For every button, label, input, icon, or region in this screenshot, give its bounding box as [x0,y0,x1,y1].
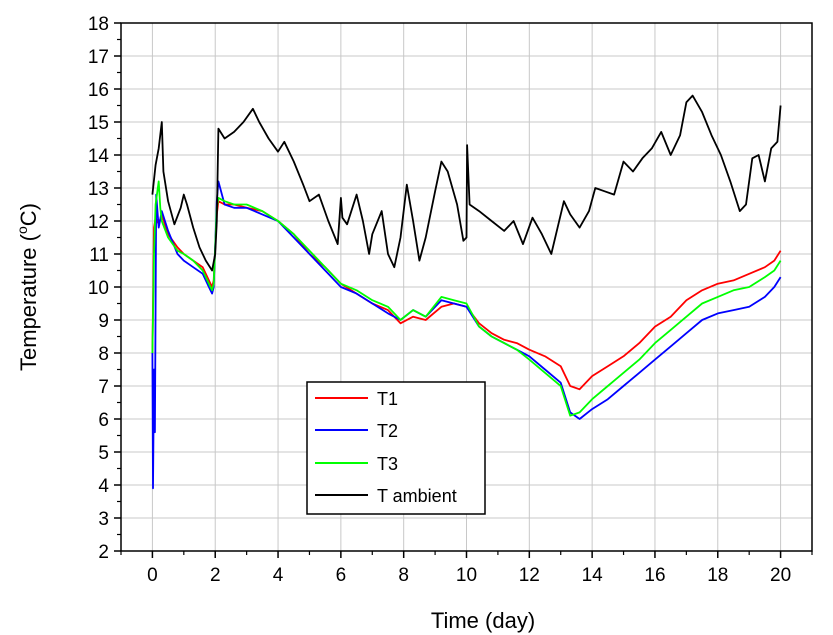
y-tick-label-10: 12 [88,212,109,233]
y-tick-label-3: 5 [98,443,109,464]
y-tick-label-11: 13 [88,179,109,200]
y-tick-label-16: 18 [88,14,109,35]
y-tick-label-15: 17 [88,47,109,68]
x-tick-label-1: 2 [210,565,221,586]
x-axis-title: Time (day) [431,608,535,633]
x-tick-label-9: 18 [707,565,728,586]
series-line-t3 [151,180,782,417]
y-axis-title-prefix: Temperature ( [16,233,41,371]
y-axis-title-suffix: C) [16,203,41,226]
y-axis-title: Temperature (oC) [14,203,41,371]
legend-label-t1: T1 [377,389,398,409]
x-tick-label-7: 14 [582,565,604,586]
y-tick-label-8: 10 [88,278,109,299]
series-line-t1 [151,200,782,391]
series-group [151,94,782,490]
y-tick-label-6: 8 [98,344,109,365]
y-axis-title-superscript: o [14,226,30,234]
x-tick-label-0: 0 [147,565,158,586]
legend-label-t-ambient: T ambient [377,486,457,506]
y-tick-label-5: 7 [98,377,109,398]
y-tick-label-1: 3 [98,509,109,530]
y-tick-label-4: 6 [98,410,109,431]
x-tick-label-4: 8 [398,565,409,586]
y-tick-label-14: 16 [88,80,109,101]
y-tick-label-13: 15 [88,113,109,134]
axis-ticks [114,22,813,558]
x-tick-label-3: 6 [336,565,347,586]
y-tick-label-0: 2 [98,542,109,563]
legend-label-t3: T3 [377,454,398,474]
y-tick-label-2: 4 [98,476,109,497]
x-tick-label-8: 16 [644,565,665,586]
y-tick-label-12: 14 [88,146,110,167]
x-tick-label-5: 10 [456,565,477,586]
y-tick-label-7: 9 [98,311,109,332]
x-tick-label-2: 4 [273,565,284,586]
y-tick-label-9: 11 [89,245,109,266]
legend-box [306,381,486,515]
series-line-t-ambient [151,94,782,272]
legend-label-t2: T2 [377,421,398,441]
tick-labels: 0 2 4 6 8 10 12 14 16 18 20 2 3 4 5 6 7 8 9 10 11 12 13 14 15 16 1… [88,14,791,586]
legend: T1 T2 T3 T ambient [306,381,486,515]
x-tick-label-10: 20 [770,565,791,586]
x-tick-label-6: 12 [519,565,540,586]
series-line-t2 [151,180,782,490]
